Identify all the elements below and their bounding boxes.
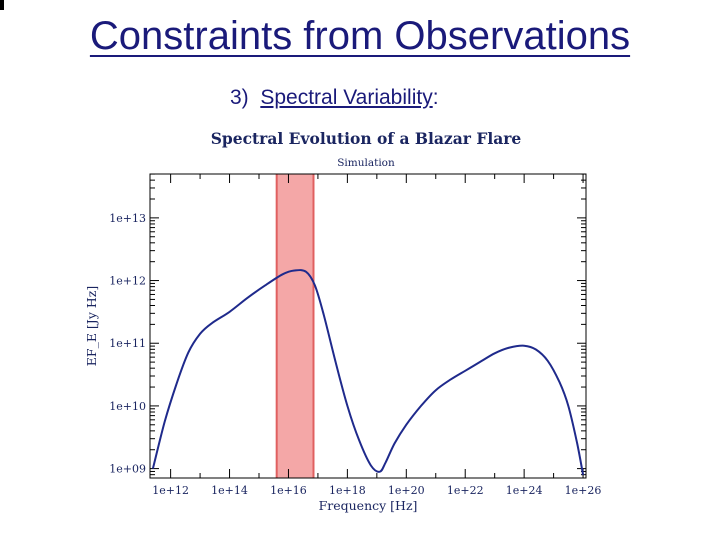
chart-subtitle: Simulation xyxy=(337,157,395,169)
subtitle-prefix: 3) xyxy=(230,86,261,109)
x-tick-label: 1e+26 xyxy=(565,484,602,497)
plot-frame xyxy=(149,173,587,479)
highlight-band xyxy=(276,174,314,478)
highlight-band-layer xyxy=(275,174,315,478)
x-axis-label: Frequency [Hz] xyxy=(319,498,418,513)
x-tick-label: 1e+24 xyxy=(506,484,543,497)
x-tick-label: 1e+18 xyxy=(329,484,366,497)
y-tick-labels: 1e+09 1e+10 1e+11 1e+12 1e+13 xyxy=(109,212,146,476)
x-tick-label: 1e+14 xyxy=(211,484,248,497)
corner-mark xyxy=(0,0,4,10)
y-tick-label: 1e+09 xyxy=(109,463,146,476)
y-tick-label: 1e+12 xyxy=(109,275,146,288)
x-tick-label: 1e+22 xyxy=(447,484,484,497)
y-tick-label: 1e+13 xyxy=(109,212,146,225)
tick-layer xyxy=(150,173,586,478)
figure-background xyxy=(84,112,600,540)
chart-title: Spectral Evolution of a Blazar Flare xyxy=(211,129,522,148)
y-tick-label: 1e+11 xyxy=(109,337,146,350)
subtitle-underlined: Spectral Variability xyxy=(260,86,433,109)
y-axis-label: EF_E [Jy Hz] xyxy=(84,286,99,366)
x-tick-label: 1e+20 xyxy=(388,484,425,497)
y-tick-label: 1e+10 xyxy=(109,400,146,413)
x-tick-label: 1e+12 xyxy=(152,484,189,497)
slide-subtitle: 3) Spectral Variability: xyxy=(230,86,439,110)
sed-curve xyxy=(151,269,585,476)
slide-title: Constraints from Observations xyxy=(89,14,631,58)
subtitle-suffix: : xyxy=(432,86,439,109)
x-tick-label: 1e+16 xyxy=(270,484,307,497)
x-tick-labels: 1e+12 1e+14 1e+16 1e+18 1e+20 1e+22 1e+24 1e+26 xyxy=(152,484,601,497)
